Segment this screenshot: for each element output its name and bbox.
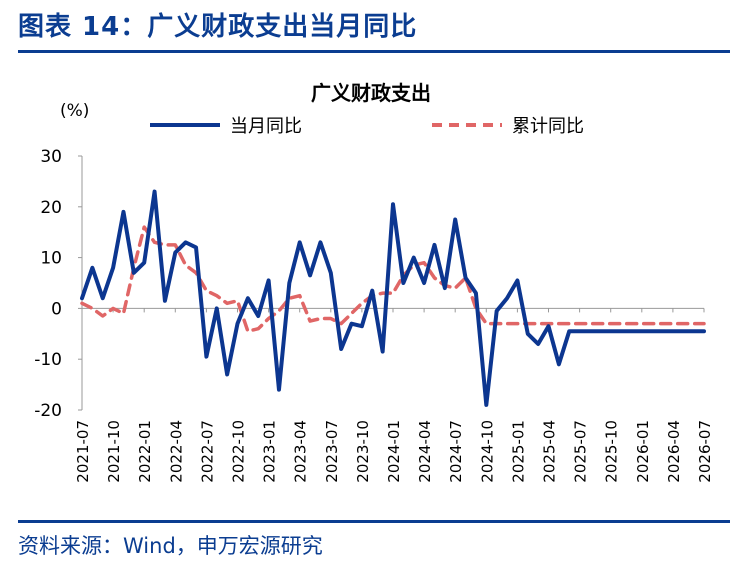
x-tick-label: 2025-04 [541, 420, 559, 483]
y-tick-label: -20 [34, 401, 62, 421]
chart-title: 广义财政支出 [311, 81, 431, 105]
x-tick-label: 2022-10 [230, 420, 248, 483]
line-chart: 广义财政支出 (%) 当月同比 累计同比 -20 -10 0 10 20 30 2021-0… [34, 81, 714, 483]
y-tick-label: 10 [40, 249, 62, 269]
x-tick-label: 2025-01 [509, 420, 527, 483]
legend-label: 当月同比 [230, 116, 302, 137]
x-tick-label: 2025-07 [572, 420, 590, 483]
bottom-rule [18, 520, 730, 523]
x-tick-label: 2023-01 [261, 420, 279, 483]
y-tick-label: -10 [34, 350, 62, 370]
x-tick-label: 2022-04 [167, 420, 185, 483]
x-tick-label: 2024-10 [478, 420, 496, 483]
x-tick-label: 2023-04 [292, 420, 310, 483]
x-tick-label: 2026-04 [665, 420, 683, 483]
series-line-monthly-yoy [80, 189, 706, 407]
y-tick-label: 30 [40, 147, 62, 167]
y-axis-unit-label: (%) [60, 101, 89, 121]
x-tick-label: 2025-10 [603, 420, 621, 483]
x-tick-label: 2026-07 [696, 420, 714, 483]
legend: 当月同比 累计同比 [150, 116, 584, 137]
y-tick-label: 0 [51, 299, 62, 319]
legend-label: 累计同比 [512, 116, 584, 137]
x-tick-label: 2024-01 [385, 420, 403, 483]
x-tick-label: 2021-07 [74, 420, 92, 483]
series-line-cumulative-yoy [80, 225, 706, 334]
y-tick-label: 20 [40, 198, 62, 218]
x-tick-label: 2023-10 [354, 420, 372, 483]
source-note: 资料来源：Wind，申万宏源研究 [18, 534, 323, 558]
x-tick-label: 2022-01 [136, 420, 154, 483]
x-axis: 2021-07 2021-10 2022-01 2022-04 2022-07 2022-… [74, 307, 714, 483]
plot-area [80, 189, 706, 407]
top-rule [18, 50, 730, 53]
x-tick-label: 2026-01 [634, 420, 652, 483]
legend-item-cumulative-yoy: 累计同比 [432, 116, 584, 137]
x-tick-label: 2023-07 [323, 420, 341, 483]
x-tick-label: 2022-07 [198, 420, 216, 483]
x-tick-label: 2024-04 [416, 420, 434, 483]
legend-item-monthly-yoy: 当月同比 [150, 116, 302, 137]
x-tick-label: 2021-10 [105, 420, 123, 483]
y-axis: -20 -10 0 10 20 30 [34, 147, 83, 421]
x-tick-label: 2024-07 [447, 420, 465, 483]
figure-title: 图表 14：广义财政支出当月同比 [18, 12, 418, 42]
